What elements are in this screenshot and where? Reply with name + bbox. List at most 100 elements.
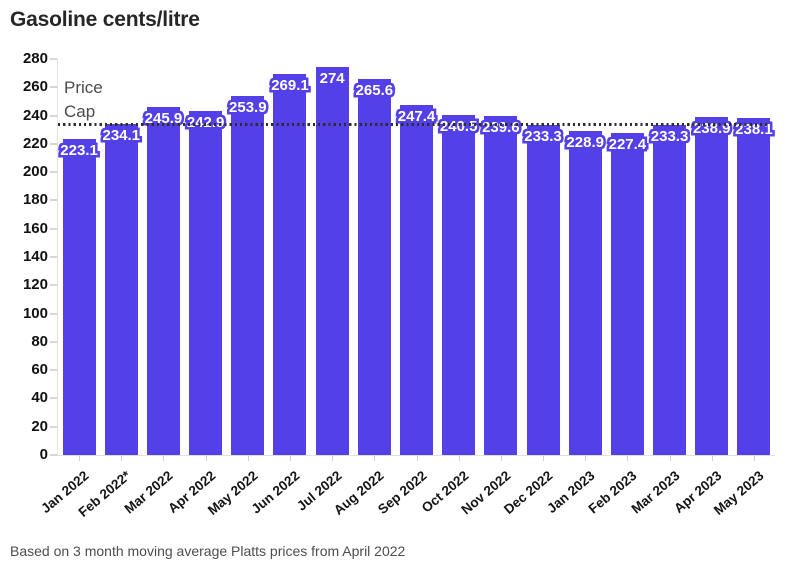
bar-value-text: 269.1 — [271, 77, 309, 95]
y-axis-tick — [50, 369, 57, 372]
bar — [273, 74, 307, 455]
y-axis-tick — [50, 227, 57, 230]
x-axis-tick — [458, 456, 460, 461]
y-axis-tick — [50, 58, 57, 60]
y-axis-tick-label: 40 — [31, 389, 48, 407]
y-axis-tick — [50, 86, 57, 89]
price-cap-label: Price Cap — [64, 78, 103, 121]
y-axis-tick-label: 20 — [31, 417, 48, 435]
y-axis-tick-label: 120 — [22, 276, 48, 294]
y-axis-tick-label: 280 — [22, 50, 48, 67]
bar-value-text: 247.4 — [397, 108, 436, 126]
x-axis-tick — [121, 456, 123, 461]
y-axis-line — [57, 59, 58, 455]
bar-value-halo: 223.1 — [58, 140, 100, 162]
x-axis-tick — [163, 456, 165, 461]
y-axis-tick — [50, 340, 57, 343]
bar-value-halo: 233.3 — [648, 126, 690, 148]
y-axis-tick — [50, 256, 57, 258]
bar-value-text: 242.9 — [187, 114, 225, 131]
bar-value-halo: 233.3 — [522, 126, 564, 148]
x-axis-tick — [205, 456, 207, 461]
bar-value-label: 269.1 269.1 — [269, 75, 311, 97]
x-axis-tick — [543, 456, 545, 461]
bar — [610, 133, 644, 455]
y-axis-tick-label: 140 — [22, 248, 48, 265]
bar-value-label: 265.6 265.6 — [353, 80, 395, 102]
y-axis-tick — [50, 171, 57, 174]
bar — [315, 67, 349, 455]
x-axis-tick — [669, 456, 671, 461]
y-axis-tick — [50, 142, 57, 145]
bar-value-label: 234.1 234.1 — [100, 124, 142, 146]
bar-value-label: 240.5 240.5 — [437, 115, 479, 137]
bar-value-halo: 240.5 — [437, 115, 479, 137]
bar — [484, 116, 518, 455]
y-axis-tick-label: 260 — [22, 78, 48, 96]
bar — [695, 117, 729, 455]
bar — [189, 111, 223, 455]
x-axis-tick — [753, 456, 755, 461]
x-axis-tick — [247, 456, 249, 461]
bar — [231, 95, 265, 455]
y-axis-tick-label: 240 — [22, 106, 48, 124]
y-axis-tick — [50, 284, 57, 287]
bar — [62, 139, 96, 455]
bar-value-halo: 239.6 — [480, 117, 522, 139]
bar — [737, 118, 771, 455]
bar — [400, 105, 433, 455]
bar-value-label: 233.3 233.3 — [648, 126, 690, 148]
bar — [146, 107, 180, 455]
bar-value-text: 253.9 — [229, 98, 267, 116]
chart-footnote: Based on 3 month moving average Platts p… — [10, 543, 406, 559]
y-axis-tick — [50, 397, 57, 400]
bar — [357, 79, 391, 455]
x-axis-tick — [500, 456, 502, 461]
bar-value-halo: 269.1 — [269, 75, 311, 97]
bar-value-halo: 247.4 — [395, 106, 437, 128]
bar-value-text: 227.4 — [608, 136, 647, 154]
y-axis-tick-label: 60 — [31, 361, 48, 379]
bar-value-text: 239.6 — [482, 119, 520, 137]
bar-value-halo: 228.9 — [564, 132, 606, 154]
bar-value-label: 274 274 — [317, 68, 347, 90]
price-cap-line — [58, 123, 770, 127]
bar-value-halo: 242.9 — [184, 112, 226, 134]
y-axis-tick-label: 160 — [22, 219, 48, 237]
bar-value-text: 223.1 — [60, 142, 98, 160]
bar-value-label: 242.9242.9 — [184, 112, 226, 134]
bar-value-text: 245.9 — [144, 110, 183, 128]
bar — [568, 131, 602, 455]
y-axis-tick — [50, 312, 57, 315]
bar — [526, 125, 560, 455]
bar-value-label: 223.1 223.1 — [58, 140, 100, 162]
bar-value-text: 274 — [319, 70, 345, 88]
bar-value-halo: 274 — [317, 68, 347, 90]
y-axis-tick — [50, 454, 57, 456]
y-axis-tick-label: 220 — [22, 134, 48, 152]
y-axis-tick-label: 200 — [22, 163, 48, 181]
bar — [104, 123, 138, 455]
bar-value-text: 228.9 — [566, 134, 604, 152]
bar-value-text: 234.1 — [102, 126, 141, 144]
x-axis-tick — [289, 456, 291, 461]
bar-value-halo: 227.4 — [606, 134, 648, 156]
bar — [442, 114, 476, 455]
bar-value-halo: 234.1 — [100, 124, 142, 146]
bar-value-label: 227.4 227.4 — [606, 134, 648, 156]
bar-value-label: 253.9 253.9 — [227, 96, 269, 118]
x-axis-tick — [711, 456, 713, 461]
y-axis-tick — [50, 425, 57, 428]
bar-value-label: 247.4 247.4 — [395, 106, 437, 128]
bar-value-text: 240.5 — [439, 117, 478, 135]
x-axis-tick — [585, 456, 587, 461]
bar-value-label: 239.6 239.6 — [480, 117, 522, 139]
bar-value-label: 228.9 228.9 — [564, 132, 606, 154]
bar-value-halo: 265.6 — [353, 80, 395, 102]
y-axis-tick-label: 80 — [31, 332, 48, 350]
x-axis-baseline — [57, 455, 775, 456]
bar-value-halo: 253.9 — [227, 96, 269, 118]
bar-value-text: 233.3 — [650, 128, 689, 146]
